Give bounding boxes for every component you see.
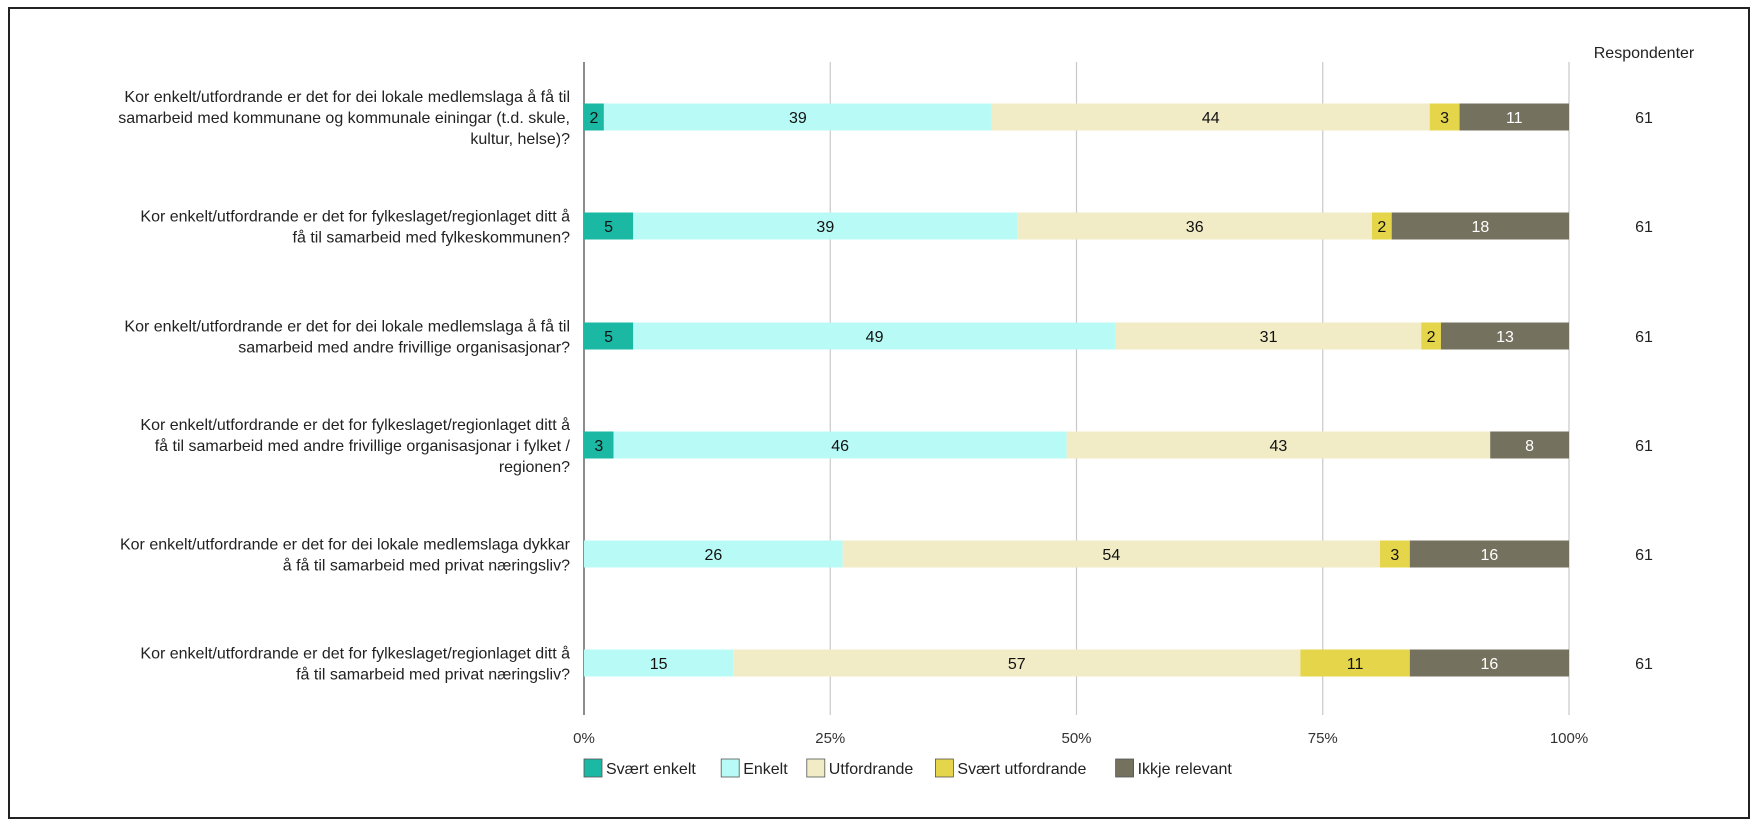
question-label: få til samarbeid med andre frivillige or…: [155, 437, 571, 455]
question-label: Kor enkelt/utfordrande er det for fylkes…: [140, 208, 570, 226]
data-label: 2: [589, 110, 598, 127]
data-label: 18: [1471, 219, 1489, 236]
x-tick-label: 75%: [1308, 730, 1338, 747]
question-label: Kor enkelt/utfordrande er det for fylkes…: [140, 416, 570, 434]
data-label: 15: [650, 656, 668, 673]
data-label: 11: [1347, 656, 1364, 673]
bar-segment: [584, 212, 634, 240]
data-label: 3: [1390, 547, 1399, 564]
bar-segment: [633, 322, 1116, 350]
bar-segment: [1066, 431, 1491, 459]
data-label: 39: [816, 219, 834, 236]
data-label: 44: [1202, 110, 1220, 127]
question-label: regionen?: [499, 459, 570, 476]
data-label: 5: [604, 219, 613, 236]
data-label: 49: [866, 329, 884, 346]
x-tick-label: 0%: [573, 730, 595, 747]
bar-segment: [1409, 649, 1569, 677]
x-tick-label: 25%: [815, 730, 845, 747]
chart-frame: [8, 7, 1750, 819]
bar-segment: [1300, 649, 1410, 677]
legend-label: Svært enkelt: [606, 761, 696, 778]
data-label: 54: [1102, 547, 1120, 564]
respondents-value: 61: [1635, 547, 1653, 564]
legend-swatch: [806, 758, 826, 778]
data-label: 2: [1427, 329, 1436, 346]
data-label: 39: [789, 110, 807, 127]
question-label: få til samarbeid med fylkeskommunen?: [293, 229, 571, 247]
legend-label: Svært utfordrande: [957, 761, 1086, 778]
legend-label: Enkelt: [743, 761, 788, 778]
data-label: 16: [1481, 547, 1499, 564]
data-label: 26: [704, 547, 722, 564]
data-label: 5: [604, 329, 613, 346]
data-label: 11: [1506, 110, 1523, 127]
bar-segment: [1459, 103, 1569, 131]
bar-segment: [1409, 540, 1569, 568]
bar-segment: [603, 103, 992, 131]
question-label: Kor enkelt/utfordrande er det for fylkes…: [140, 645, 570, 663]
bar-segment: [1421, 322, 1441, 350]
data-label: 57: [1008, 656, 1026, 673]
bar-segment: [584, 431, 614, 459]
legend-label: Ikkje relevant: [1138, 761, 1233, 778]
bar-segment: [1115, 322, 1422, 350]
bar-segment: [584, 649, 734, 677]
question-label: å få til samarbeid med privat næringsliv…: [283, 557, 570, 575]
question-label: samarbeid med kommunane og kommunale ein…: [118, 110, 570, 127]
respondents-value: 61: [1635, 110, 1653, 127]
x-tick-label: 50%: [1061, 730, 1091, 747]
data-label: 3: [594, 438, 603, 455]
bar-segment: [633, 212, 1018, 240]
bar-segment: [1017, 212, 1372, 240]
bar-segment: [584, 322, 634, 350]
legend-swatch: [935, 758, 954, 778]
data-label: 13: [1496, 329, 1514, 346]
question-label: Kor enkelt/utfordrande er det for dei lo…: [120, 537, 571, 554]
data-label: 2: [1377, 219, 1386, 236]
data-label: 36: [1186, 219, 1204, 236]
respondents-value: 61: [1635, 438, 1653, 455]
respondents-header: Respondenter: [1594, 45, 1695, 62]
bar-segment: [842, 540, 1380, 568]
bar-segment: [1440, 322, 1569, 350]
question-label: samarbeid med andre frivillige organisas…: [238, 340, 570, 357]
bar-segment: [1391, 212, 1569, 240]
question-label: Kor enkelt/utfordrande er det for dei lo…: [124, 88, 570, 106]
bar-segment: [991, 103, 1430, 131]
respondents-value: 61: [1635, 329, 1653, 346]
data-label: 8: [1525, 438, 1534, 455]
data-label: 16: [1481, 656, 1499, 673]
respondents-value: 61: [1635, 656, 1653, 673]
bar-segment: [584, 103, 604, 131]
bar-segment: [1490, 431, 1569, 459]
legend-label: Utfordrande: [829, 761, 914, 778]
bar-segment: [584, 540, 843, 568]
data-label: 43: [1270, 438, 1288, 455]
legend-swatch: [1115, 758, 1134, 778]
question-label: kultur, helse)?: [470, 131, 570, 148]
bar-segment: [1429, 103, 1460, 131]
question-label: få til samarbeid med privat næringsliv?: [296, 666, 570, 684]
bar-segment: [1372, 212, 1392, 240]
bar-segment: [613, 431, 1067, 459]
bar-segment: [733, 649, 1301, 677]
data-label: 3: [1440, 110, 1449, 127]
bar-segment: [1379, 540, 1410, 568]
legend-swatch: [583, 758, 603, 778]
legend-swatch: [720, 758, 740, 778]
data-label: 46: [831, 438, 849, 455]
data-label: 31: [1260, 329, 1278, 346]
x-tick-label: 100%: [1550, 730, 1588, 747]
respondents-value: 61: [1635, 219, 1653, 236]
question-label: Kor enkelt/utfordrande er det for dei lo…: [124, 318, 570, 336]
